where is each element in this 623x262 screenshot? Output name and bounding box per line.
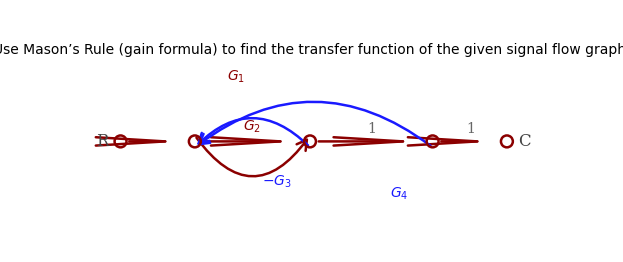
Text: 1: 1 [467,122,476,136]
Text: 1: 1 [367,122,376,136]
Text: C: C [518,133,530,150]
FancyArrowPatch shape [199,102,430,146]
FancyArrowPatch shape [196,138,307,176]
Text: $-G_3$: $-G_3$ [262,174,292,190]
Text: R: R [96,133,108,150]
Text: Use Mason’s Rule (gain formula) to find the transfer function of the given signa: Use Mason’s Rule (gain formula) to find … [0,43,623,57]
Text: $G_4$: $G_4$ [390,185,408,202]
FancyArrowPatch shape [199,118,308,145]
Text: $G_1$: $G_1$ [227,69,245,85]
Text: $G_2$: $G_2$ [243,118,261,135]
